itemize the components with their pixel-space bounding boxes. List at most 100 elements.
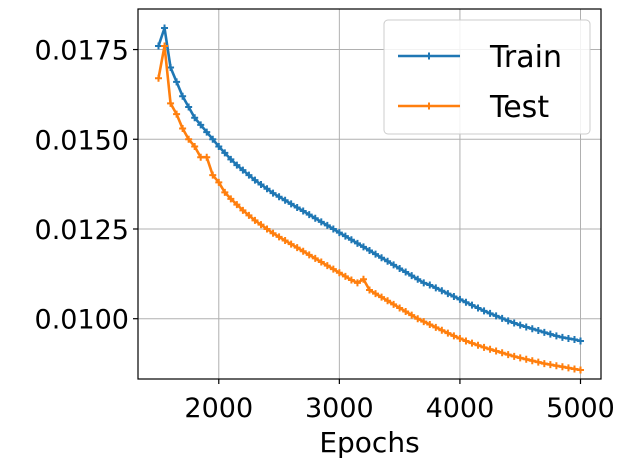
data-point-test — [167, 99, 175, 107]
data-point-train — [546, 330, 554, 338]
data-point-test — [209, 171, 217, 179]
data-point-test — [516, 354, 524, 362]
data-point-test — [305, 251, 313, 259]
data-point-test — [528, 357, 536, 365]
data-point-test — [173, 110, 181, 118]
data-point-train — [378, 254, 386, 262]
data-point-test — [522, 355, 530, 363]
data-point-train — [450, 292, 458, 300]
legend-item-test: Test — [398, 90, 549, 125]
data-point-test — [293, 244, 301, 252]
data-point-test — [233, 201, 241, 209]
x-tick-label: 2000 — [184, 393, 253, 424]
data-point-train — [353, 239, 361, 247]
data-point-test — [245, 211, 253, 219]
data-point-train — [480, 307, 488, 315]
y-tick-label: 0.0150 — [35, 125, 129, 156]
data-point-train — [510, 319, 518, 327]
data-point-test — [420, 318, 428, 326]
data-point-test — [311, 254, 319, 262]
data-point-train — [161, 24, 169, 32]
axis-ticks: 2000 3000 4000 5000 0.0100 0.0125 0.0150 0.0175 — [35, 36, 615, 424]
data-point-test — [203, 153, 211, 161]
data-point-test — [486, 345, 494, 353]
data-point-test — [474, 341, 482, 349]
data-point-train — [534, 327, 542, 335]
data-point-train — [408, 272, 416, 280]
data-point-test — [444, 329, 452, 337]
data-point-test — [281, 236, 289, 244]
data-point-train — [323, 221, 331, 229]
data-point-train — [396, 264, 404, 272]
data-point-train — [492, 312, 500, 320]
data-point-test — [390, 300, 398, 308]
data-point-train — [275, 193, 283, 201]
x-tick-label: 5000 — [546, 393, 615, 424]
data-point-train — [185, 103, 193, 111]
data-point-test — [468, 339, 476, 347]
plot-frame — [137, 8, 602, 380]
data-point-train — [577, 337, 585, 345]
data-point-train — [359, 243, 367, 251]
data-point-train — [179, 92, 187, 100]
data-point-train — [498, 314, 506, 322]
data-point-test — [185, 135, 193, 143]
data-point-train — [462, 298, 470, 306]
data-point-train — [468, 301, 476, 309]
data-point-test — [558, 363, 566, 371]
data-point-train — [444, 290, 452, 298]
data-point-train — [227, 155, 235, 163]
data-point-test — [359, 275, 367, 283]
data-point-train — [564, 334, 572, 342]
data-point-test — [227, 195, 235, 203]
data-point-test — [408, 311, 416, 319]
data-point-train — [432, 284, 440, 292]
legend-label: Test — [489, 90, 549, 125]
x-tick-label: 3000 — [305, 393, 374, 424]
legend-marker — [425, 102, 433, 110]
data-point-train — [269, 189, 277, 197]
data-point-train — [522, 323, 530, 331]
data-point-test — [191, 142, 199, 150]
data-point-train — [366, 247, 373, 255]
data-point-test — [498, 349, 506, 357]
data-point-train — [167, 63, 175, 71]
data-point-train — [173, 78, 181, 86]
data-point-train — [197, 121, 205, 129]
data-point-test — [221, 188, 229, 196]
data-point-train — [293, 203, 301, 211]
data-point-test — [335, 269, 343, 277]
data-point-test — [432, 323, 440, 331]
data-point-test — [534, 358, 542, 366]
data-point-train — [414, 275, 422, 283]
data-point-train — [474, 304, 482, 312]
data-point-test — [414, 315, 422, 323]
data-point-train — [245, 171, 253, 179]
x-axis-label: Epochs — [319, 426, 419, 459]
data-point-train — [384, 257, 392, 265]
data-point-test — [438, 326, 446, 334]
data-point-train — [215, 142, 223, 150]
data-point-test — [154, 74, 162, 82]
series-layer — [154, 24, 585, 374]
data-point-train — [456, 295, 464, 303]
data-point-test — [510, 352, 518, 360]
data-point-test — [577, 366, 585, 374]
data-point-train — [287, 200, 295, 208]
data-point-test — [462, 337, 470, 345]
data-point-test — [353, 279, 361, 287]
legend-marker — [425, 52, 433, 60]
data-point-test — [239, 206, 247, 214]
data-point-train — [191, 114, 199, 122]
data-point-test — [396, 304, 404, 312]
data-point-train — [540, 328, 548, 336]
data-point-train — [504, 317, 512, 325]
data-point-test — [372, 290, 380, 298]
data-point-train — [558, 333, 566, 341]
data-point-train — [251, 176, 259, 184]
data-point-test — [263, 225, 271, 233]
data-point-train — [221, 149, 229, 157]
data-point-test — [492, 347, 500, 355]
data-point-test — [197, 153, 205, 161]
